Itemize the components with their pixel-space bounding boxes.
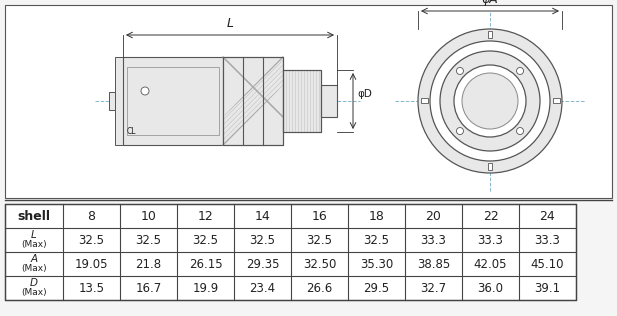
Text: 13.5: 13.5 <box>78 282 104 295</box>
Text: 20: 20 <box>426 210 441 222</box>
Bar <box>421 98 428 103</box>
Bar <box>127 67 219 135</box>
Text: D: D <box>30 278 38 288</box>
Text: 12: 12 <box>197 210 213 222</box>
Text: φA: φA <box>482 0 499 6</box>
Text: 19.05: 19.05 <box>75 258 108 270</box>
Text: 45.10: 45.10 <box>531 258 565 270</box>
Text: 29.35: 29.35 <box>246 258 280 270</box>
Text: 42.05: 42.05 <box>474 258 507 270</box>
Bar <box>487 31 492 38</box>
Text: 33.3: 33.3 <box>534 234 560 246</box>
Text: 14: 14 <box>255 210 270 222</box>
Text: 10: 10 <box>141 210 157 222</box>
Bar <box>123 57 223 145</box>
Text: 26.6: 26.6 <box>307 282 333 295</box>
Bar <box>552 98 560 103</box>
Text: 32.5: 32.5 <box>136 234 162 246</box>
Text: 23.4: 23.4 <box>249 282 276 295</box>
Text: 19.9: 19.9 <box>193 282 218 295</box>
Bar <box>223 57 283 145</box>
Text: 24: 24 <box>540 210 555 222</box>
Bar <box>283 70 321 132</box>
Text: 32.5: 32.5 <box>78 234 104 246</box>
Text: 18: 18 <box>368 210 384 222</box>
Bar <box>115 57 123 145</box>
Circle shape <box>516 128 524 135</box>
Text: (Max): (Max) <box>21 289 47 297</box>
Text: 32.5: 32.5 <box>193 234 218 246</box>
Circle shape <box>516 67 524 75</box>
Text: 39.1: 39.1 <box>534 282 561 295</box>
Circle shape <box>454 65 526 137</box>
Bar <box>223 57 283 145</box>
Circle shape <box>418 29 562 173</box>
Text: 29.5: 29.5 <box>363 282 389 295</box>
Text: 32.5: 32.5 <box>307 234 333 246</box>
Text: (Max): (Max) <box>21 240 47 250</box>
Circle shape <box>457 128 463 135</box>
Circle shape <box>440 51 540 151</box>
Text: L: L <box>31 230 37 240</box>
Text: 26.15: 26.15 <box>189 258 222 270</box>
Text: 35.30: 35.30 <box>360 258 393 270</box>
Circle shape <box>457 67 463 75</box>
Text: 36.0: 36.0 <box>478 282 503 295</box>
Bar <box>109 92 115 110</box>
Text: 16.7: 16.7 <box>135 282 162 295</box>
Text: 16: 16 <box>312 210 328 222</box>
Text: 21.8: 21.8 <box>136 258 162 270</box>
Bar <box>5 5 612 198</box>
Text: 32.5: 32.5 <box>249 234 276 246</box>
Text: 32.50: 32.50 <box>303 258 336 270</box>
Text: 38.85: 38.85 <box>417 258 450 270</box>
Text: CL: CL <box>126 126 136 136</box>
Text: (Max): (Max) <box>21 264 47 274</box>
Circle shape <box>430 41 550 161</box>
Text: shell: shell <box>17 210 51 222</box>
Text: A: A <box>30 254 38 264</box>
Text: 32.5: 32.5 <box>363 234 389 246</box>
Bar <box>487 163 492 170</box>
Text: L: L <box>226 17 233 30</box>
Text: 8: 8 <box>88 210 96 222</box>
Text: 33.3: 33.3 <box>421 234 447 246</box>
Bar <box>283 70 321 132</box>
Bar <box>5 204 576 300</box>
Text: 33.3: 33.3 <box>478 234 503 246</box>
Circle shape <box>462 73 518 129</box>
Text: φD: φD <box>357 89 372 99</box>
Bar <box>321 85 337 117</box>
Text: 22: 22 <box>482 210 499 222</box>
Text: 32.7: 32.7 <box>420 282 447 295</box>
Circle shape <box>141 87 149 95</box>
